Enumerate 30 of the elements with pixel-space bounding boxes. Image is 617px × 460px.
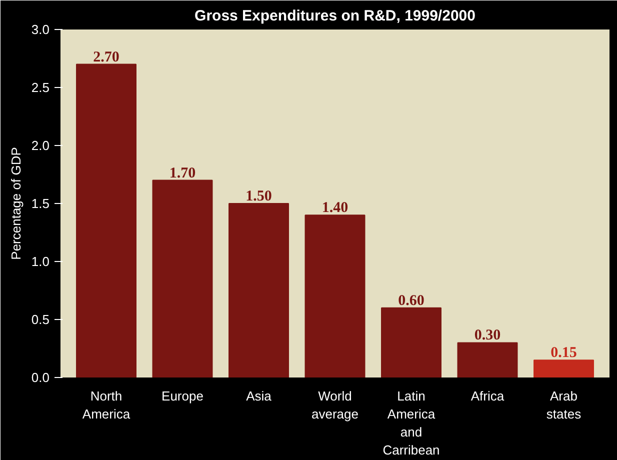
text: 0.0 <box>31 370 50 385</box>
bar <box>152 180 213 378</box>
y-axis-title: Percentage of GDP <box>8 147 24 260</box>
bar <box>534 360 594 378</box>
x-tick-label: Europe <box>162 388 204 404</box>
text: 1.0 <box>31 254 50 269</box>
bar <box>381 307 442 378</box>
text: 2.0 <box>31 138 50 153</box>
bar <box>76 64 136 378</box>
text: 3.0 <box>31 22 50 37</box>
data-label: 0.15 <box>550 345 577 362</box>
bar <box>457 342 518 378</box>
x-tick-label: North America <box>82 388 131 422</box>
x-tick-label: World average <box>312 388 358 422</box>
data-label: 0.60 <box>398 292 424 309</box>
data-label: 2.70 <box>93 49 120 66</box>
text: 2.5 <box>31 80 50 95</box>
text: 1.5 <box>31 196 50 211</box>
data-label: 0.30 <box>474 328 501 344</box>
bar <box>304 214 366 378</box>
data-label: 1.40 <box>322 200 348 216</box>
x-tick-label: Asia <box>246 388 272 404</box>
data-label: 1.70 <box>169 165 196 182</box>
chart-title: Gross Expenditures on R&D, 1999/2000 <box>194 8 476 24</box>
x-tick-label: Arab states <box>546 388 582 422</box>
x-tick-label: Africa <box>470 388 505 404</box>
data-label: 1.50 <box>246 188 272 204</box>
text: 0.5 <box>31 312 50 327</box>
bar <box>228 203 289 378</box>
x-tick-label: Latin America and Carribean <box>382 388 440 458</box>
